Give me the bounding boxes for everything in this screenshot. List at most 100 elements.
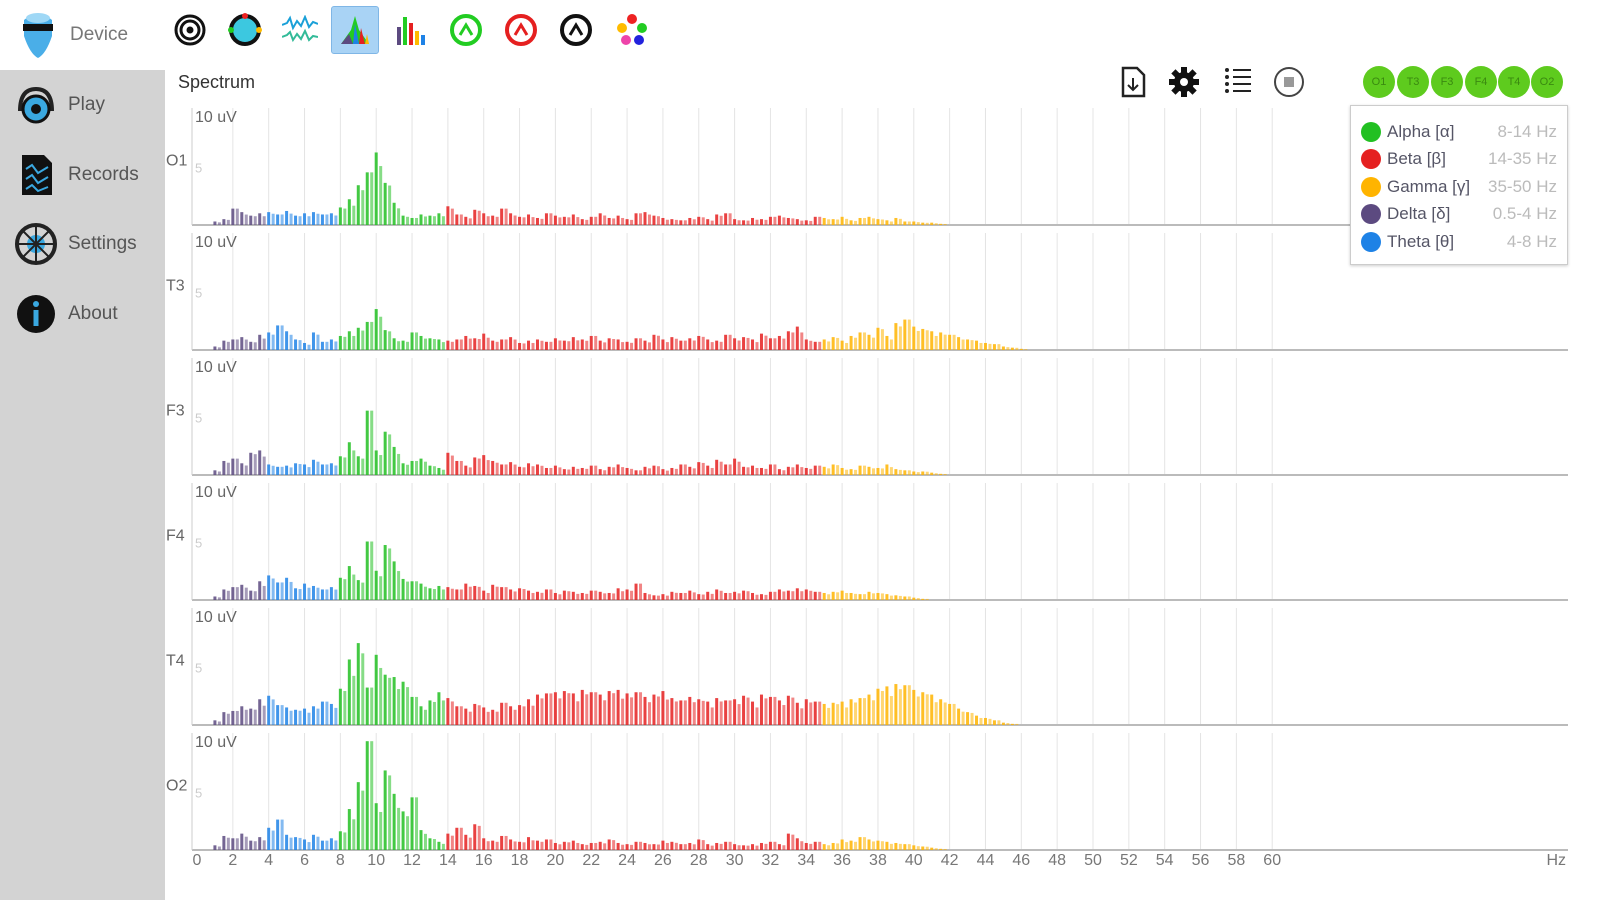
spectrum-bar bbox=[423, 216, 427, 225]
spectrum-bar bbox=[222, 712, 226, 725]
red-gauge-button[interactable] bbox=[497, 6, 545, 54]
spectrum-bar bbox=[311, 332, 315, 350]
spectrum-bar bbox=[338, 335, 342, 350]
spectrum-bar bbox=[280, 466, 284, 475]
spectrum-bar bbox=[795, 702, 799, 725]
spectrum-bar bbox=[858, 217, 862, 225]
stop-button[interactable] bbox=[1271, 64, 1307, 100]
channel-toggle-o2[interactable]: O2 bbox=[1531, 66, 1563, 98]
x-tick-label: 36 bbox=[833, 852, 851, 869]
spectrum-bar bbox=[764, 468, 768, 475]
waveform-button[interactable] bbox=[276, 6, 324, 54]
color-wheel-button[interactable] bbox=[221, 6, 269, 54]
spectrum-bar bbox=[294, 463, 298, 475]
spectrum-bar bbox=[383, 674, 387, 725]
sidebar-item-settings[interactable]: Settings bbox=[14, 219, 137, 269]
spectrum-bar bbox=[683, 220, 687, 225]
spectrum-bar bbox=[701, 700, 705, 725]
color-dots-button[interactable] bbox=[608, 6, 656, 54]
spectrum-bar bbox=[320, 214, 324, 225]
spectrum-bar bbox=[464, 834, 468, 850]
spectrum-bar bbox=[845, 842, 849, 850]
spectrum-bar bbox=[733, 699, 737, 725]
spectrum-bar bbox=[509, 839, 513, 850]
spectrum-bar bbox=[643, 842, 647, 850]
spectrum-bar bbox=[576, 842, 580, 850]
spectrum-bar bbox=[258, 450, 262, 475]
channel-toggle-t4[interactable]: T4 bbox=[1498, 66, 1530, 98]
spectrum-bar bbox=[298, 340, 302, 350]
spectrum-bar bbox=[307, 842, 311, 850]
channel-toggle-o1[interactable]: O1 bbox=[1363, 66, 1395, 98]
spectrum-bar bbox=[311, 212, 315, 225]
x-tick-label: 32 bbox=[762, 852, 780, 869]
spectrum-bar bbox=[818, 341, 822, 350]
channel-toggle-f4[interactable]: F4 bbox=[1465, 66, 1497, 98]
spectrum-bar bbox=[226, 219, 230, 225]
spectrum-bar bbox=[226, 462, 230, 475]
sidebar-item-play[interactable]: Play bbox=[14, 80, 105, 130]
legend-band-name: Theta [θ] bbox=[1387, 231, 1455, 251]
spectrum-bar bbox=[719, 843, 723, 850]
spectrum-bar bbox=[831, 702, 835, 725]
spiral-view-button[interactable] bbox=[166, 6, 214, 54]
spectrum-bar bbox=[674, 842, 678, 850]
spectrum-bar bbox=[226, 837, 230, 850]
bar-chart-button[interactable] bbox=[386, 6, 434, 54]
sidebar-item-about[interactable]: About bbox=[14, 289, 118, 339]
spectrum-bar bbox=[491, 340, 495, 350]
spectrum-bar bbox=[544, 213, 548, 225]
spectrum-bar bbox=[553, 338, 557, 350]
spectrum-bar bbox=[934, 223, 938, 225]
spectrum-bar bbox=[410, 797, 414, 850]
x-tick-label: 58 bbox=[1227, 852, 1245, 869]
spectrum-bar bbox=[437, 213, 441, 225]
spectrum-bar bbox=[992, 720, 996, 725]
spectrum-bar bbox=[415, 696, 419, 725]
spectrum-view-button[interactable] bbox=[331, 6, 379, 54]
spectrum-bar bbox=[428, 338, 432, 350]
spectrum-bar bbox=[415, 581, 419, 600]
spectrum-bar bbox=[827, 219, 831, 225]
legend-color-dot bbox=[1361, 149, 1381, 170]
black-gauge-button[interactable] bbox=[552, 6, 600, 54]
spectrum-bar bbox=[598, 340, 602, 350]
spectrum-bar bbox=[894, 842, 898, 850]
top-toolbar: Device bbox=[0, 0, 1600, 70]
spectrum-bar bbox=[217, 846, 221, 850]
sidebar-item-records[interactable]: Records bbox=[14, 150, 139, 200]
spectrum-bar bbox=[871, 337, 875, 350]
spectrum-bar bbox=[307, 712, 311, 725]
spectrum-bar bbox=[889, 467, 893, 475]
spectrum-bar bbox=[715, 459, 719, 475]
channel-toggle-t3[interactable]: T3 bbox=[1397, 66, 1429, 98]
spectrum-bar bbox=[388, 434, 392, 475]
green-gauge-button[interactable] bbox=[442, 6, 490, 54]
spectrum-bar bbox=[692, 219, 696, 225]
spectrum-bar bbox=[567, 469, 571, 475]
sidebar-item-label: About bbox=[68, 303, 118, 324]
spectrum-bar bbox=[567, 693, 571, 725]
spectrum-bar bbox=[643, 466, 647, 475]
device-button[interactable]: Device bbox=[18, 10, 128, 60]
spectrum-bar bbox=[634, 213, 638, 225]
spectrum-bar bbox=[625, 844, 629, 850]
spectrum-bar bbox=[222, 835, 226, 850]
spectrum-bar bbox=[446, 698, 450, 725]
list-values-button[interactable] bbox=[1220, 64, 1256, 100]
legend-item: Alpha [α] 8-14 Hz bbox=[1361, 118, 1557, 146]
spectrum-bar bbox=[630, 844, 634, 850]
spectrum-bar bbox=[285, 577, 289, 600]
spectrum-bar bbox=[343, 579, 347, 600]
spectrum-bar bbox=[383, 182, 387, 225]
settings-button[interactable] bbox=[1166, 64, 1202, 100]
spectrum-bar bbox=[558, 698, 562, 725]
spectrum-bar bbox=[316, 836, 320, 850]
legend-band-range: 4-8 Hz bbox=[1506, 231, 1557, 251]
spectrum-bar bbox=[863, 332, 867, 350]
spectrum-bar bbox=[320, 464, 324, 475]
channel-toggle-f3[interactable]: F3 bbox=[1431, 66, 1463, 98]
spectrum-bar bbox=[831, 219, 835, 225]
spectrum-bar bbox=[706, 465, 710, 475]
export-button[interactable] bbox=[1115, 64, 1151, 100]
